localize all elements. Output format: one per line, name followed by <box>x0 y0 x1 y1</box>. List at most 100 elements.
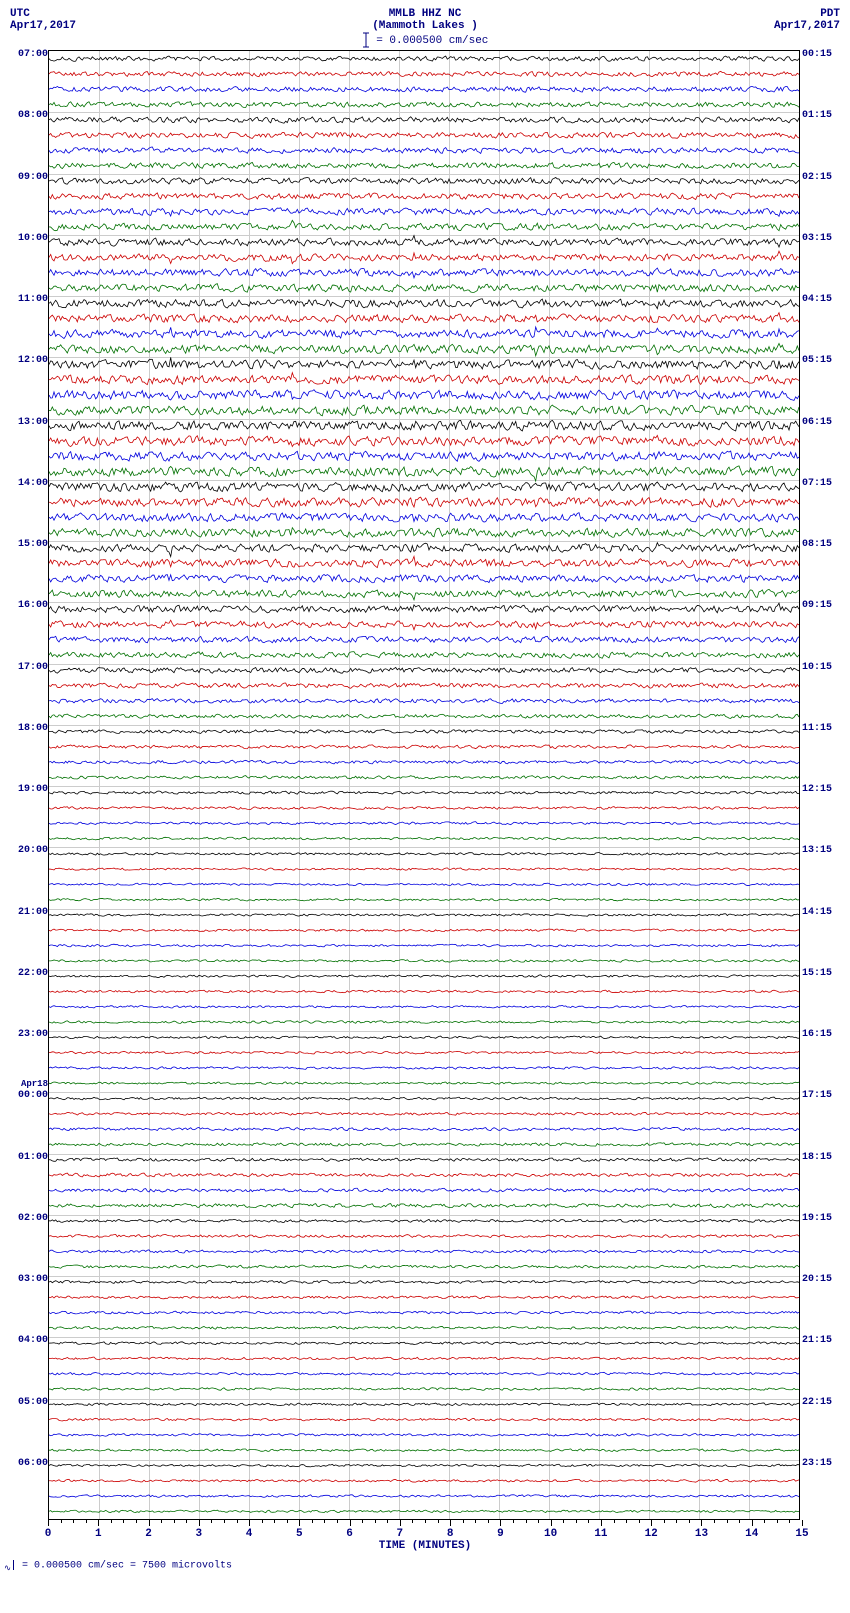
right-hour-label: 15:15 <box>802 969 846 979</box>
seismic-trace <box>49 543 799 557</box>
seismic-trace <box>49 556 799 567</box>
left-hour-label: 04:00 <box>6 1336 48 1346</box>
right-hour-label: 03:15 <box>802 234 846 244</box>
seismic-trace <box>49 603 799 613</box>
seismic-trace <box>49 1082 799 1085</box>
seismic-trace <box>49 1112 799 1115</box>
seismic-traces <box>49 51 799 1519</box>
seismic-trace <box>49 1280 799 1283</box>
x-tick-major <box>500 1520 501 1526</box>
station-name: (Mammoth Lakes ) <box>372 20 478 32</box>
x-tick-minor <box>676 1520 677 1523</box>
seismic-trace <box>49 914 799 917</box>
x-tick-minor <box>111 1520 112 1523</box>
x-tick-major <box>98 1520 99 1526</box>
seismic-trace <box>49 868 799 870</box>
seismic-trace <box>49 1219 799 1222</box>
seismic-trace <box>49 975 799 978</box>
scale-bar-icon <box>362 32 370 48</box>
right-hour-label: 20:15 <box>802 1275 846 1285</box>
x-tick-minor <box>727 1520 728 1523</box>
x-tick-minor <box>186 1520 187 1523</box>
station-code: MMLB HHZ NC <box>372 8 478 20</box>
seismic-trace <box>49 1311 799 1314</box>
x-tick-major <box>450 1520 451 1526</box>
left-hour-label: 03:00 <box>6 1275 48 1285</box>
left-time-axis: 07:0008:0009:0010:0011:0012:0013:0014:00… <box>6 50 48 1520</box>
left-hour-label: 10:00 <box>6 234 48 244</box>
right-hour-label: 16:15 <box>802 1030 846 1040</box>
seismic-trace <box>49 420 799 431</box>
x-tick-minor <box>123 1520 124 1523</box>
right-hour-label: 07:15 <box>802 479 846 489</box>
seismic-trace <box>49 837 799 840</box>
x-tick-major <box>249 1520 250 1526</box>
x-tick-label: 1 <box>95 1528 102 1540</box>
seismic-trace <box>49 1204 799 1208</box>
right-hour-label: 11:15 <box>802 724 846 734</box>
seismic-trace <box>49 117 799 123</box>
seismic-trace <box>49 729 799 733</box>
seismic-trace <box>49 102 799 108</box>
left-hour-label: 17:00 <box>6 663 48 673</box>
left-hour-label: 12:00 <box>6 356 48 366</box>
left-hour-label: 16:00 <box>6 601 48 611</box>
seismic-trace <box>49 929 799 932</box>
left-hour-label: 19:00 <box>6 785 48 795</box>
x-tick-minor <box>425 1520 426 1523</box>
header-right: PDT Apr17,2017 <box>774 8 840 32</box>
seismic-trace <box>49 208 799 216</box>
x-tick-minor <box>639 1520 640 1523</box>
seismic-trace <box>49 1479 799 1482</box>
seismic-trace <box>49 1418 799 1421</box>
right-time-axis: 00:1501:1502:1503:1504:1505:1506:1507:15… <box>800 50 844 1520</box>
seismic-trace <box>49 327 799 339</box>
right-hour-label: 12:15 <box>802 785 846 795</box>
seismic-trace <box>49 284 799 293</box>
x-tick-minor <box>538 1520 539 1523</box>
seismic-trace <box>49 528 799 538</box>
right-hour-label: 19:15 <box>802 1214 846 1224</box>
seismic-trace <box>49 1388 799 1391</box>
pdt-tz-label: PDT <box>774 8 840 20</box>
left-hour-label: 00:00 <box>6 1091 48 1101</box>
right-hour-label: 18:15 <box>802 1153 846 1163</box>
scale-text: = 0.000500 cm/sec <box>376 35 488 47</box>
seismic-trace <box>49 1051 799 1054</box>
x-tick-minor <box>387 1520 388 1523</box>
seismic-trace <box>49 178 799 185</box>
header-center: MMLB HHZ NC (Mammoth Lakes ) <box>372 8 478 32</box>
right-hour-label: 22:15 <box>802 1398 846 1408</box>
left-hour-label: 23:00 <box>6 1030 48 1040</box>
seismic-trace <box>49 683 799 688</box>
left-hour-label: 22:00 <box>6 969 48 979</box>
seismic-trace <box>49 373 799 385</box>
seismic-trace <box>49 1372 799 1375</box>
x-tick-major <box>400 1520 401 1526</box>
x-tick-label: 13 <box>695 1528 708 1540</box>
seismic-trace <box>49 1464 799 1467</box>
seismic-trace <box>49 1021 799 1024</box>
utc-tz-label: UTC <box>10 8 76 20</box>
seismic-trace <box>49 589 799 599</box>
x-tick-minor <box>689 1520 690 1523</box>
right-hour-label: 23:15 <box>802 1459 846 1469</box>
x-tick-minor <box>777 1520 778 1523</box>
x-tick-minor <box>86 1520 87 1523</box>
x-tick-major <box>752 1520 753 1526</box>
x-tick-major <box>701 1520 702 1526</box>
right-hour-label: 17:15 <box>802 1091 846 1101</box>
left-hour-label: 11:00 <box>6 295 48 305</box>
seismic-trace <box>49 1326 799 1329</box>
left-hour-label: 20:00 <box>6 846 48 856</box>
helicorder-plot <box>48 50 800 1520</box>
x-tick-label: 9 <box>497 1528 504 1540</box>
x-tick-major <box>149 1520 150 1526</box>
x-tick-label: 2 <box>145 1528 152 1540</box>
seismic-trace <box>49 1403 799 1406</box>
left-hour-label: 13:00 <box>6 418 48 428</box>
x-tick-minor <box>714 1520 715 1523</box>
x-tick-minor <box>375 1520 376 1523</box>
left-hour-label: 18:00 <box>6 724 48 734</box>
seismic-trace <box>49 236 799 247</box>
